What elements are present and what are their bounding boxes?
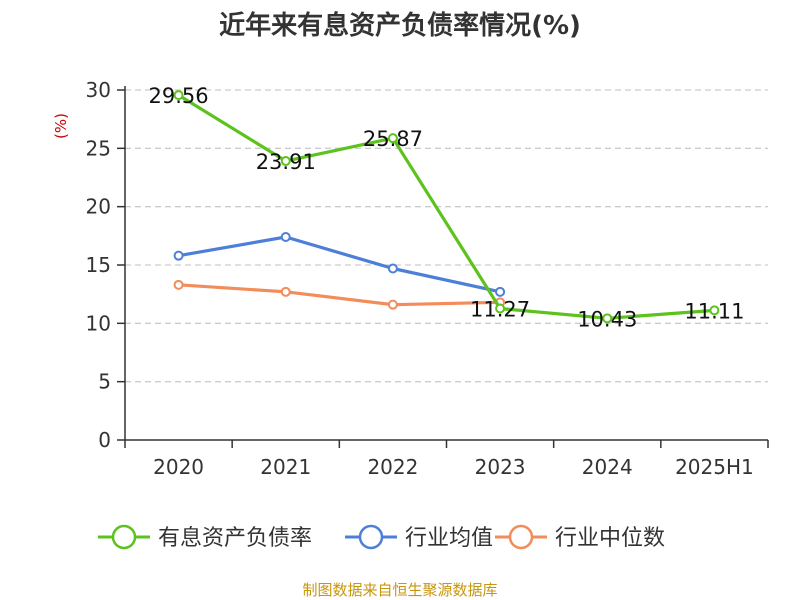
data-label: 11.27: [470, 298, 530, 322]
data-label: 11.11: [684, 299, 744, 323]
series-2-point: [173, 250, 184, 261]
series-1-point: [280, 156, 291, 167]
y-tick-label: 10: [86, 311, 111, 335]
series-2-point: [280, 232, 291, 242]
data-label: 10.43: [577, 307, 637, 331]
chart-title: 近年来有息资产负债率情况(%): [219, 10, 581, 41]
x-tick-label: 2020: [153, 455, 204, 479]
series-line-3: [178, 283, 501, 307]
series-2-point: [495, 286, 506, 297]
legend-swatch-marker: [358, 524, 384, 550]
legend-swatch-marker: [508, 524, 534, 550]
legend-swatch-marker: [111, 524, 137, 550]
source-note: 制图数据来自恒生聚源数据库: [302, 581, 497, 599]
legend-item-3[interactable]: 行业中位数: [495, 524, 665, 551]
data-labels: 29.56 23.91 25.87 11.27 10.43 11.11: [149, 84, 745, 331]
series-1-point: [387, 133, 398, 144]
series-1-point: [495, 303, 506, 314]
y-tick-label: 15: [86, 253, 111, 277]
series-3-point: [173, 279, 184, 290]
series-1-point: [709, 305, 720, 316]
x-tick-label: 2023: [475, 455, 526, 479]
series-layer: [173, 90, 720, 324]
y-tick-label: 30: [86, 78, 111, 102]
data-label: 23.91: [256, 150, 316, 174]
series-2-point: [387, 263, 398, 274]
legend-item-1[interactable]: 有息资产负债率: [98, 524, 312, 551]
series-3-point: [280, 286, 291, 297]
legend-label: 行业中位数: [555, 526, 665, 551]
y-tick-label: 5: [98, 370, 111, 394]
x-tick-label: 2021: [260, 455, 311, 479]
y-tick-label: 25: [86, 136, 111, 160]
series-1-point: [602, 313, 613, 324]
legend: 有息资产负债率 行业均值 行业中位数: [98, 524, 665, 551]
x-tick-label: 2022: [367, 455, 418, 479]
y-tick-label: 20: [86, 195, 111, 219]
y-tick-label: 0: [98, 428, 111, 452]
series-1-point: [173, 90, 184, 101]
data-label: 25.87: [363, 127, 423, 151]
axes: 0 5 10 15 20 25 30 2020 2021 2022 2023 2024 2025H1: [86, 78, 769, 479]
series-line-1: [177, 93, 715, 320]
x-tick-label: 2025H1: [675, 455, 754, 479]
data-label: 29.56: [149, 84, 209, 108]
gridlines: [125, 89, 768, 383]
legend-label: 有息资产负债率: [158, 526, 312, 551]
y-axis-unit: (%): [52, 113, 70, 139]
series-3-point: [387, 299, 398, 310]
legend-label: 行业均值: [405, 526, 493, 551]
x-tick-label: 2024: [582, 455, 633, 479]
series-line-2: [178, 235, 501, 294]
legend-item-2[interactable]: 行业均值: [345, 524, 493, 551]
